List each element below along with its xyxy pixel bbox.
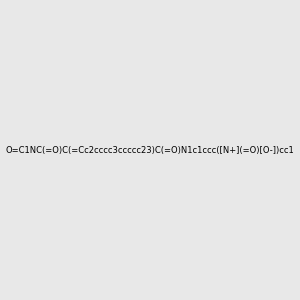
Text: O=C1NC(=O)C(=Cc2cccc3ccccc23)C(=O)N1c1ccc([N+](=O)[O-])cc1: O=C1NC(=O)C(=Cc2cccc3ccccc23)C(=O)N1c1cc… (6, 146, 294, 154)
